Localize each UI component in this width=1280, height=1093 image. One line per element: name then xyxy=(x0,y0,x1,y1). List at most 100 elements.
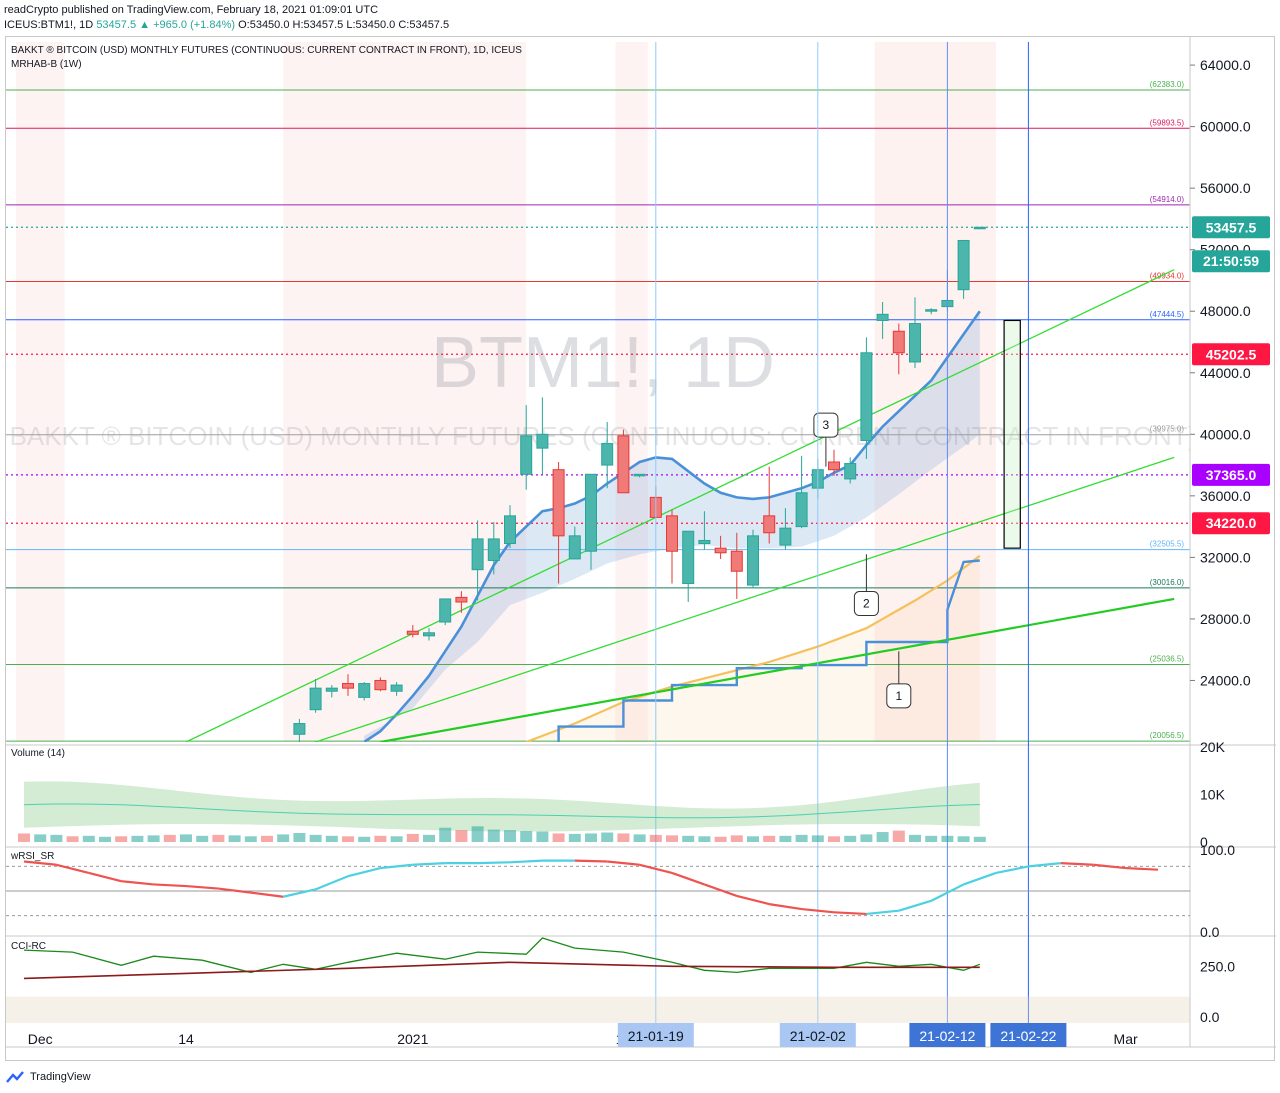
candle-body xyxy=(520,435,533,475)
volume-bar xyxy=(747,836,759,842)
candle-body xyxy=(617,435,630,494)
candle-body xyxy=(698,539,711,545)
candle-body xyxy=(358,683,371,698)
session-shade xyxy=(874,42,997,742)
volume-bar xyxy=(552,833,565,842)
volume-bar xyxy=(131,835,144,842)
session-shade xyxy=(16,42,65,742)
price-chart[interactable]: BTM1!, 1D BAKKT ® BITCOIN (USD) MONTHLY F… xyxy=(6,37,1276,1062)
volume-bar xyxy=(779,835,792,842)
volume-title: Volume (14) xyxy=(11,748,65,759)
price-tag: 45202.5 xyxy=(1192,343,1270,366)
volume-tick-label: 20K xyxy=(1200,739,1226,755)
session-shade xyxy=(615,42,648,742)
candle-body xyxy=(682,530,695,585)
volume-bar xyxy=(358,836,371,842)
price-tick-label: 56000.0 xyxy=(1200,180,1251,196)
chart-frame[interactable]: BTM1!, 1D BAKKT ® BITCOIN (USD) MONTHLY F… xyxy=(5,36,1276,1062)
rsi-line-segment xyxy=(250,891,284,898)
price-tag: 34220.0 xyxy=(1192,512,1270,535)
rsi-line-segment xyxy=(153,883,187,888)
level-label: (39975.0) xyxy=(1150,425,1185,434)
candle-body xyxy=(860,352,873,441)
candle-body xyxy=(455,596,468,603)
date-marker-badge: 21-02-12 xyxy=(909,1023,986,1047)
candle-body xyxy=(536,433,549,449)
volume-bar xyxy=(666,835,678,842)
symbol-ohlc: ICEUS:BTM1!, 1D 53457.5 ▲ +965.0 (+1.84%… xyxy=(4,18,449,33)
volume-bar xyxy=(244,836,257,842)
candle-body xyxy=(876,313,889,321)
volume-bar xyxy=(309,834,322,842)
publish-header: readCrypto published on TradingView.com,… xyxy=(4,3,449,33)
volume-bar xyxy=(617,833,630,842)
candle-body xyxy=(779,527,792,546)
level-label: (32505.5) xyxy=(1150,540,1185,549)
candle-body xyxy=(747,535,759,586)
volume-bar xyxy=(844,835,857,842)
rsi-line-segment xyxy=(930,883,965,902)
ma-band xyxy=(526,555,980,742)
rsi-line-segment xyxy=(218,887,251,894)
ma-orange-line xyxy=(525,554,981,742)
rsi-line-segment xyxy=(1028,862,1061,868)
volume-bar xyxy=(876,832,889,842)
volume-bar xyxy=(730,835,743,842)
volume-band xyxy=(24,781,980,832)
level-label: (25036.5) xyxy=(1150,655,1185,664)
candle-body xyxy=(293,723,306,735)
candle-body xyxy=(568,535,581,560)
rsi-tick-label: 0.0 xyxy=(1200,924,1220,940)
volume-bar xyxy=(649,834,662,842)
candle-body xyxy=(828,461,840,471)
volume-bar xyxy=(66,836,79,842)
volume-bar xyxy=(892,830,905,842)
rsi-line-segment xyxy=(671,871,705,886)
candle-body xyxy=(423,632,435,637)
price-tick-label: 64000.0 xyxy=(1200,57,1251,73)
volume-bar xyxy=(147,835,160,842)
date-marker-badge: 21-02-22 xyxy=(990,1023,1067,1047)
indicator-label: MRHAB-B (1W) xyxy=(11,59,82,70)
rsi-line-segment xyxy=(898,899,932,912)
price-tag-label: 45202.5 xyxy=(1206,346,1257,362)
date-marker-label: 21-02-02 xyxy=(790,1028,846,1044)
volume-bar xyxy=(99,836,111,842)
price-tick-label: 24000.0 xyxy=(1200,672,1251,688)
candle-body xyxy=(374,679,387,691)
candle-body xyxy=(730,550,743,572)
volume-bar xyxy=(374,835,387,842)
candle-body xyxy=(666,515,678,552)
ohlc-values: O:53450.0 H:53457.5 L:53450.0 C:53457.5 xyxy=(238,19,450,31)
candle-body xyxy=(309,687,322,711)
price-tick-label: 60000.0 xyxy=(1200,119,1251,135)
price-tick-label: 48000.0 xyxy=(1200,303,1251,319)
rsi-line-segment xyxy=(639,863,673,875)
cci-zone xyxy=(6,996,1190,1023)
candle-body xyxy=(892,330,905,354)
cci-line xyxy=(23,937,981,974)
rsi-line-segment xyxy=(963,871,997,886)
volume-bar xyxy=(487,829,500,842)
rsi-line-segment xyxy=(736,894,770,906)
tradingview-brand: TradingView xyxy=(30,1071,91,1083)
price-tick-label: 28000.0 xyxy=(1200,611,1251,627)
price-tag: 37365.0 xyxy=(1192,463,1270,486)
candle-body xyxy=(439,598,452,623)
callout-annotation: 1 xyxy=(886,651,912,709)
price-tick-label: 40000.0 xyxy=(1200,426,1251,442)
trendline xyxy=(380,597,1175,742)
volume-bar xyxy=(228,835,241,842)
volume-bar xyxy=(180,834,192,842)
volume-bar xyxy=(536,831,549,842)
volume-bar xyxy=(115,836,128,842)
rsi-line-segment xyxy=(1125,866,1159,871)
rsi-line-segment xyxy=(282,888,316,898)
rsi-line-segment xyxy=(380,863,413,870)
volume-bar xyxy=(585,833,597,842)
date-marker-label: 21-02-12 xyxy=(919,1028,975,1044)
price-tag-label: 21:50:59 xyxy=(1203,253,1259,269)
volume-bar xyxy=(520,831,533,842)
price-tick-label: 44000.0 xyxy=(1200,365,1251,381)
rsi-line-segment xyxy=(769,903,802,911)
